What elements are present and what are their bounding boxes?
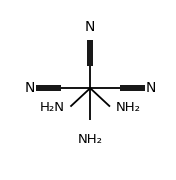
Text: N: N xyxy=(146,81,156,95)
Text: H₂N: H₂N xyxy=(39,102,64,114)
Text: N: N xyxy=(85,20,95,34)
Text: N: N xyxy=(24,81,34,95)
Text: NH₂: NH₂ xyxy=(78,133,103,146)
Text: NH₂: NH₂ xyxy=(116,102,141,114)
